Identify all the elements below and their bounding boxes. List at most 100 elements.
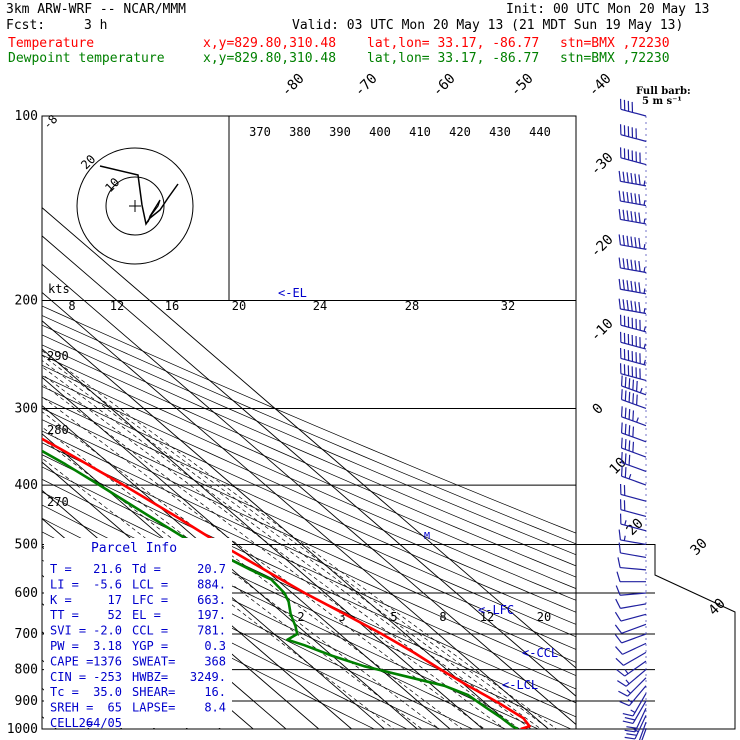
parcel-info-label: CELL = bbox=[50, 716, 93, 730]
parcel-info-label: YGP = bbox=[132, 639, 168, 653]
theta-label: 370 bbox=[249, 125, 271, 139]
wind-barb-flag bbox=[620, 422, 623, 433]
isotherm-label: -10 bbox=[588, 316, 617, 345]
isotherm-label: -80 bbox=[279, 71, 308, 100]
wind-barb-half-flag bbox=[625, 679, 630, 685]
pressure-tick-label: 500 bbox=[15, 537, 38, 552]
wind-barb-staff bbox=[621, 623, 647, 634]
wind-barb-staff bbox=[621, 399, 647, 410]
wind-barb bbox=[615, 651, 647, 666]
dry-adiabat-line bbox=[42, 375, 576, 613]
mixing-ratio-label: 20 bbox=[232, 299, 246, 313]
wind-barb-flag bbox=[630, 236, 633, 247]
parcel-info-label: LFC = bbox=[132, 593, 168, 607]
wind-barb bbox=[615, 585, 647, 596]
wind-barb bbox=[620, 452, 647, 472]
wind-barb-staff bbox=[620, 180, 647, 187]
wind-barb bbox=[620, 375, 647, 396]
wind-barb-flag bbox=[622, 209, 625, 221]
theta-label-left: 270 bbox=[47, 495, 69, 509]
theta-label: 420 bbox=[449, 125, 471, 139]
wind-barb bbox=[618, 542, 647, 559]
wet-bulb-marker: M bbox=[424, 531, 430, 542]
wind-barb-flag bbox=[618, 529, 621, 541]
parcel-info-value: 17 bbox=[108, 593, 122, 607]
wind-barb-flag bbox=[630, 280, 633, 292]
mixing-ratio-line bbox=[42, 373, 520, 729]
isotherm-line bbox=[42, 348, 484, 729]
wind-barb-flag bbox=[618, 190, 621, 202]
parcel-info-panel bbox=[44, 538, 232, 728]
pressure-tick-label: 1000 bbox=[7, 722, 38, 737]
dry-adiabat-line bbox=[42, 419, 576, 663]
wind-barb-half-flag bbox=[624, 520, 627, 526]
wind-barb-flag bbox=[622, 720, 634, 725]
wind-barb-flag bbox=[636, 380, 638, 392]
theta-label: 430 bbox=[489, 125, 511, 139]
wind-barb-flag bbox=[638, 194, 641, 205]
parcel-info-value: 884. bbox=[197, 577, 226, 591]
barb-legend-line1: Full barb: bbox=[636, 86, 691, 97]
wind-barb-half-flag bbox=[643, 308, 646, 314]
wind-barb bbox=[615, 598, 647, 609]
parcel-info-value: 264/05 bbox=[79, 716, 122, 730]
wind-barb-flag bbox=[615, 585, 621, 596]
isotherm-label: 0 bbox=[590, 401, 607, 418]
plot-frame bbox=[41, 115, 577, 730]
isotherm-label: 40 bbox=[706, 596, 729, 619]
isotherm-line bbox=[42, 235, 576, 697]
parcel-info-value: 20.7 bbox=[197, 562, 226, 576]
theta-label: 400 bbox=[369, 125, 391, 139]
wind-barb-flag bbox=[622, 191, 625, 202]
isotherm-label: 10 bbox=[607, 455, 630, 478]
parcel-info-value: 8.4 bbox=[204, 701, 226, 715]
wind-barb-staff bbox=[620, 308, 647, 315]
wind-barb-half-flag bbox=[643, 267, 646, 273]
wind-barb-flag bbox=[638, 174, 641, 185]
parcel-info-value: 16. bbox=[204, 685, 226, 699]
wind-barb-flag bbox=[614, 624, 623, 634]
wind-barb-half-flag bbox=[643, 218, 646, 224]
parcel-info-label: LI = bbox=[50, 577, 79, 591]
wind-barb bbox=[619, 98, 647, 117]
parcel-info-value: -2.0 bbox=[93, 624, 122, 638]
wind-barb bbox=[622, 693, 647, 717]
wind-barb-flag bbox=[624, 453, 627, 464]
parcel-info-label: LCL = bbox=[132, 577, 168, 591]
parcel-info-label: LAPSE= bbox=[132, 701, 175, 715]
wind-barb-flag bbox=[630, 192, 633, 204]
wind-barb-flag bbox=[624, 729, 636, 733]
wind-barb-staff bbox=[634, 707, 647, 733]
wind-barb-flag bbox=[614, 634, 623, 644]
wind-barb bbox=[620, 465, 647, 486]
wind-barb bbox=[619, 685, 647, 707]
mixing-ratio-label-lower: 12 bbox=[480, 610, 494, 624]
pressure-tick-label: 100 bbox=[15, 109, 38, 124]
wind-barb-staff bbox=[622, 642, 647, 655]
parcel-info-label: SVI = bbox=[50, 624, 86, 638]
parcel-info-title: Parcel Info bbox=[91, 541, 177, 556]
wind-barb bbox=[619, 331, 647, 350]
wind-barb bbox=[620, 406, 647, 427]
wind-barb bbox=[618, 529, 647, 546]
temperature-legend-station: stn=BMX ,72230 bbox=[560, 36, 670, 51]
temperature-legend-latlon: lat,lon= 33.17, -86.77 bbox=[367, 36, 540, 51]
wind-barb-flag bbox=[620, 389, 623, 400]
wind-barb bbox=[617, 669, 647, 687]
wind-barb-flag bbox=[620, 437, 623, 449]
mixing-ratio-label: 28 bbox=[405, 299, 419, 313]
wind-barb-flag bbox=[617, 680, 627, 687]
valid-time: Valid: 03 UTC Mon 20 May 13 (21 MDT Sun … bbox=[292, 18, 684, 33]
wind-barb bbox=[618, 298, 647, 315]
isotherm-line bbox=[42, 461, 352, 729]
pressure-tick-label: 600 bbox=[15, 586, 38, 601]
wind-barb bbox=[614, 623, 647, 634]
wind-barb-staff bbox=[621, 416, 647, 427]
wind-barb-flag bbox=[618, 170, 621, 182]
parcel-info-value: 3.18 bbox=[93, 639, 122, 653]
wind-barb bbox=[619, 124, 647, 142]
wind-barb-flag bbox=[628, 425, 631, 436]
wind-barb-flag bbox=[624, 390, 627, 401]
wind-barb-staff bbox=[620, 267, 647, 274]
